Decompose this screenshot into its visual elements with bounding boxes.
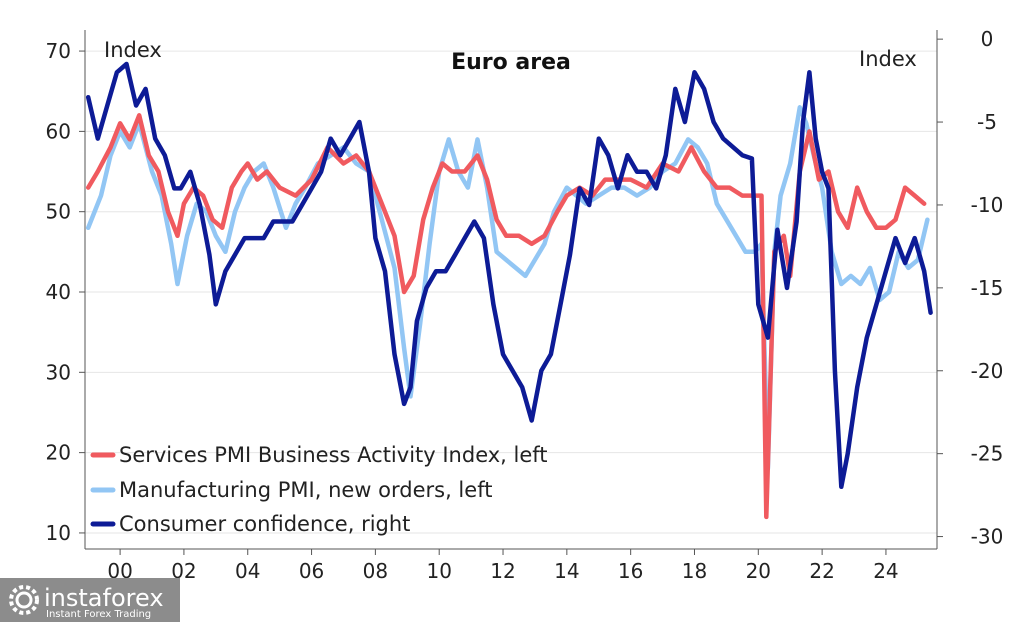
x-tick-label-12: 12 [490, 559, 515, 583]
x-tick-label-10: 10 [426, 559, 451, 583]
x-tick-label-24: 24 [873, 559, 898, 583]
watermark: instaforex Instant Forex Trading [0, 578, 180, 622]
x-tick-label-16: 16 [618, 559, 643, 583]
gear-icon [9, 585, 39, 615]
series-line-1 [85, 105, 930, 471]
watermark-brand: instaforex [44, 584, 164, 612]
x-tick-label-22: 22 [809, 559, 834, 583]
left-tick-label-20: 20 [46, 441, 71, 465]
x-tick-label-06: 06 [299, 559, 324, 583]
left-axis-label: Index [104, 38, 162, 62]
right-tick-label--30: -30 [971, 525, 1004, 549]
left-tick-label-10: 10 [46, 521, 71, 545]
x-tick-label-20: 20 [746, 559, 771, 583]
right-axis-label: Index [859, 47, 917, 71]
right-tick-label--15: -15 [971, 276, 1004, 300]
watermark-tagline: Instant Forex Trading [46, 609, 151, 620]
right-axis-ticks: 0 -5 -10 -15 -20 -25 -30 [937, 27, 1004, 549]
right-tick-label--10: -10 [971, 193, 1004, 217]
left-tick-label-40: 40 [46, 280, 71, 304]
legend-label-consumer: Consumer confidence, right [119, 512, 410, 536]
left-tick-label-60: 60 [46, 119, 71, 143]
right-tick-label--20: -20 [971, 359, 1004, 383]
x-tick-label-14: 14 [554, 559, 579, 583]
left-axis-ticks: 10 20 30 40 50 60 70 [46, 39, 85, 545]
left-tick-label-50: 50 [46, 200, 71, 224]
legend-label-services: Services PMI Business Activity Index, le… [119, 443, 548, 467]
right-tick-label--25: -25 [971, 442, 1004, 466]
x-tick-label-18: 18 [682, 559, 707, 583]
left-tick-label-70: 70 [46, 39, 71, 63]
chart-title: Euro area [451, 50, 571, 75]
right-tick-label--5: -5 [977, 110, 997, 134]
axes [84, 30, 938, 550]
right-tick-label-0: 0 [981, 27, 994, 51]
legend: Services PMI Business Activity Index, le… [90, 443, 548, 536]
series-layer [85, 61, 933, 520]
left-tick-label-30: 30 [46, 360, 71, 384]
x-axis-ticks: 00 02 04 06 08 10 12 14 16 18 20 22 24 [107, 549, 899, 583]
legend-label-manufacturing: Manufacturing PMI, new orders, left [119, 478, 492, 502]
series-line-2 [85, 61, 933, 490]
x-tick-label-08: 08 [363, 559, 388, 583]
x-tick-label-04: 04 [235, 559, 260, 583]
